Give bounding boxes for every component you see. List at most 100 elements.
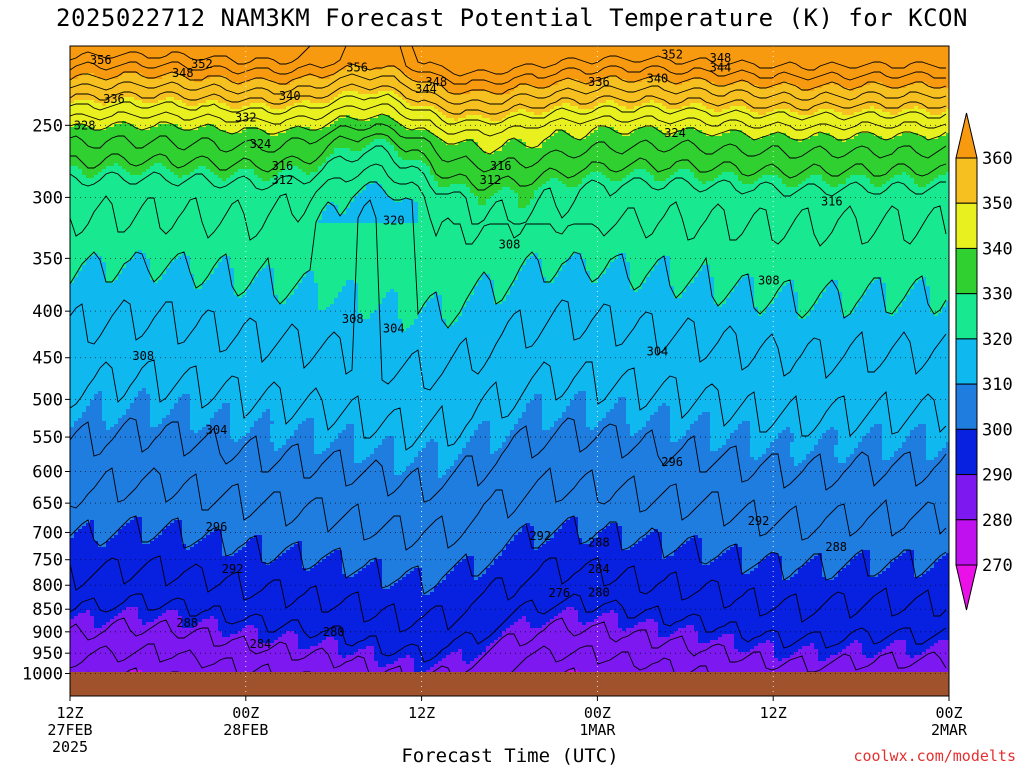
contour-line — [70, 93, 947, 125]
x-tick-label: 1MAR — [579, 721, 616, 739]
contour-label: 304 — [206, 423, 228, 437]
colorbar-band — [955, 338, 978, 385]
contour-line — [70, 83, 947, 115]
contour-line — [70, 103, 947, 137]
colorbar-band — [955, 157, 978, 204]
contour-label: 344 — [415, 82, 437, 96]
colorbar-band — [955, 519, 978, 566]
colorbar-bottom-extension — [955, 564, 978, 611]
contour-label: 324 — [250, 137, 272, 151]
contour-lines — [70, 46, 947, 696]
contour-line — [70, 417, 947, 503]
credit-link[interactable]: coolwx.com/modelts — [853, 747, 1016, 765]
contour-label: 356 — [346, 60, 368, 74]
contour-line — [70, 359, 947, 451]
colorbar-label: 360 — [982, 149, 1013, 169]
y-tick-label: 900 — [32, 623, 63, 643]
y-tick-label: 700 — [32, 523, 63, 543]
contour-label: 352 — [191, 57, 213, 71]
contour-label: 340 — [647, 71, 669, 85]
contour-line — [70, 123, 947, 173]
x-tick-label: 12Z — [56, 704, 83, 722]
x-tick-label: 2025 — [52, 738, 88, 756]
contour-line — [70, 181, 947, 329]
colorbar-label: 320 — [982, 330, 1013, 350]
contour-label: 328 — [74, 118, 96, 132]
contour-label: 336 — [103, 92, 125, 106]
y-tick-label: 850 — [32, 600, 63, 620]
contour-label: 292 — [748, 514, 770, 528]
contour-line — [70, 515, 947, 595]
ground-surface — [70, 672, 949, 696]
contour-line — [70, 133, 947, 191]
colorbar-label: 280 — [982, 511, 1013, 531]
colorbar-band — [955, 202, 978, 249]
x-tick-label: 12Z — [408, 704, 435, 722]
contour-line — [70, 199, 947, 391]
gridlines — [70, 46, 949, 696]
contour-label: 292 — [222, 562, 244, 576]
contour-label: 308 — [499, 238, 521, 252]
contour-label: 316 — [490, 159, 512, 173]
y-tick-label: 800 — [32, 576, 63, 596]
colorbar-top-extension — [955, 112, 978, 159]
y-tick-label: 950 — [32, 644, 63, 664]
contour-label: 304 — [647, 345, 669, 359]
colorbar-label: 330 — [982, 285, 1013, 305]
contour-label: 356 — [90, 53, 112, 67]
colorbar-band — [955, 293, 978, 340]
contour-label: 276 — [548, 586, 570, 600]
contour-label: 296 — [661, 455, 683, 469]
y-tick-label: 550 — [32, 428, 63, 448]
colorbar-band — [955, 247, 978, 295]
x-tick-label: 28FEB — [223, 721, 268, 739]
colorbar-label: 300 — [982, 420, 1013, 440]
contour-label: 288 — [176, 616, 198, 630]
plot-frame — [69, 45, 950, 697]
colorbar-label: 270 — [982, 556, 1013, 576]
contour-label: 280 — [323, 625, 345, 639]
colorbar: 360 350 340 330 320 310 300 290 280 270 — [955, 112, 1013, 611]
contour-label: 312 — [272, 173, 294, 187]
contour-line — [70, 46, 946, 85]
y-tick-label: 500 — [32, 390, 63, 410]
contour-line — [70, 555, 947, 633]
y-tick-label: 650 — [32, 494, 63, 514]
colorbar-label: 340 — [982, 239, 1013, 259]
contour-label: 308 — [342, 312, 364, 326]
contour-label: 324 — [664, 126, 686, 140]
contour-label: 292 — [529, 529, 551, 543]
contour-label: 284 — [250, 637, 272, 651]
contour-line — [70, 145, 946, 225]
y-tick-label: 300 — [32, 188, 63, 208]
contour-label: 348 — [172, 66, 194, 80]
y-tick-label: 350 — [32, 249, 63, 269]
contour-label: 308 — [132, 349, 154, 363]
contour-label: 280 — [588, 586, 610, 600]
y-tick-label: 600 — [32, 462, 63, 482]
contour-line — [70, 593, 947, 663]
x-tick-label: 2MAR — [931, 721, 968, 739]
contour-label: 288 — [825, 540, 847, 554]
y-tick-label: 450 — [32, 349, 63, 369]
contour-label: 348 — [425, 75, 447, 89]
contour-label: 316 — [821, 194, 843, 208]
contour-label: 332 — [235, 110, 257, 124]
colorbar-band — [955, 474, 978, 521]
x-tick-label: 00Z — [584, 704, 611, 722]
y-axis: 250 300 350 400 450 500 550 600 650 700 750 800 850 9… — [22, 116, 70, 684]
colorbar-band — [955, 383, 978, 430]
contour-label: 320 — [383, 213, 405, 227]
chart-title: 2025022712 NAM3KM Forecast Potential Tem… — [56, 4, 968, 32]
contour-line — [70, 46, 946, 77]
y-tick-label: 1000 — [22, 664, 63, 684]
colorbar-label: 310 — [982, 375, 1013, 395]
contour-label: 308 — [758, 273, 780, 287]
x-tick-label: 27FEB — [47, 721, 92, 739]
contour-line — [70, 163, 947, 247]
colorbar-band — [955, 428, 978, 476]
y-tick-label: 250 — [32, 116, 63, 136]
contour-label: 316 — [272, 159, 294, 173]
